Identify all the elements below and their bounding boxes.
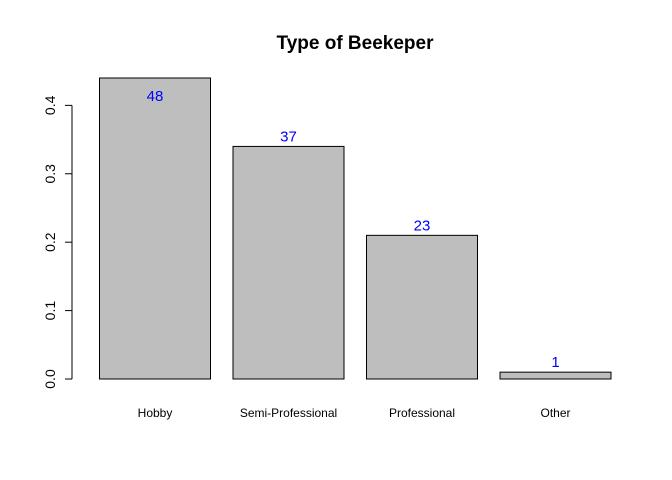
category-label: Hobby — [138, 406, 173, 420]
bar — [99, 77, 211, 380]
data-label: 23 — [414, 217, 431, 234]
category-label: Semi-Professional — [240, 406, 337, 420]
bar — [232, 145, 345, 380]
y-tick-label: 0.1 — [42, 301, 58, 321]
bar — [366, 234, 478, 380]
bars-group — [99, 77, 612, 380]
data-label: 48 — [147, 88, 164, 105]
data-label: 37 — [280, 128, 297, 145]
y-tick-label: 0.4 — [42, 95, 58, 115]
bar — [499, 371, 612, 380]
category-label: Professional — [389, 406, 455, 420]
y-tick-label: 0.0 — [42, 369, 58, 389]
category-label: Other — [540, 406, 570, 420]
chart-title: Type of Beekeper — [277, 33, 435, 54]
data-label: 1 — [551, 354, 559, 371]
y-tick-label: 0.3 — [42, 164, 58, 184]
y-tick-label: 0.2 — [42, 232, 58, 252]
y-axis: 0.0 0.1 0.2 0.3 0.4 — [42, 95, 73, 389]
data-labels-group: 48 37 23 1 — [147, 88, 560, 371]
category-labels-group: Hobby Semi-Professional Professional Other — [138, 406, 571, 420]
